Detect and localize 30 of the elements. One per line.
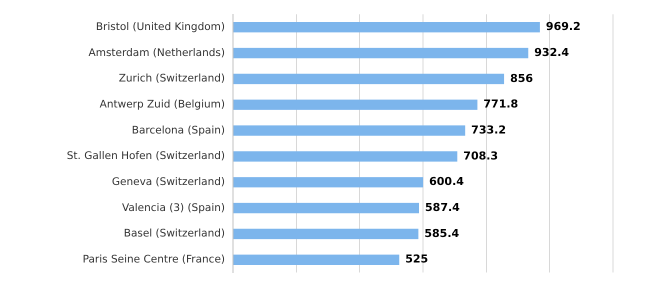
data-label: 585.4: [424, 226, 460, 240]
data-label: 932.4: [534, 46, 570, 59]
data-label: 587.4: [425, 200, 460, 214]
data-label: 733.2: [471, 123, 506, 136]
bar: [234, 177, 424, 188]
y-tick-label: Antwerp Zuid (Belgium): [100, 98, 225, 110]
y-tick-label: St. Gallen Hofen (Switzerland): [66, 150, 225, 162]
bar: [234, 22, 540, 32]
data-label: 771.8: [483, 98, 518, 111]
bar: [234, 74, 504, 84]
y-tick-label: Valencia (3) (Spain): [122, 202, 225, 214]
bar: [234, 151, 458, 162]
data-label: 708.3: [463, 149, 498, 162]
y-tick-label: Bristol (United Kingdom): [96, 20, 225, 33]
bar: [234, 100, 478, 110]
bar: [234, 254, 400, 265]
y-tick-label: Basel (Switzerland): [124, 228, 225, 240]
y-tick-label: Paris Seine Centre (France): [82, 254, 225, 266]
bar: [234, 48, 528, 58]
y-tick-label: Amsterdam (Netherlands): [88, 46, 225, 59]
bar: [234, 125, 466, 136]
data-label: 525: [405, 252, 428, 266]
data-label: 969.2: [546, 20, 581, 34]
bar: [234, 202, 420, 214]
data-label: 600.4: [429, 175, 464, 188]
y-tick-label: Barcelona (Spain): [132, 124, 225, 136]
bar: [234, 228, 418, 240]
data-label: 856: [510, 72, 534, 85]
y-tick-label: Geneva (Switzerland): [112, 176, 225, 188]
y-tick-label: Zurich (Switzerland): [118, 72, 225, 85]
